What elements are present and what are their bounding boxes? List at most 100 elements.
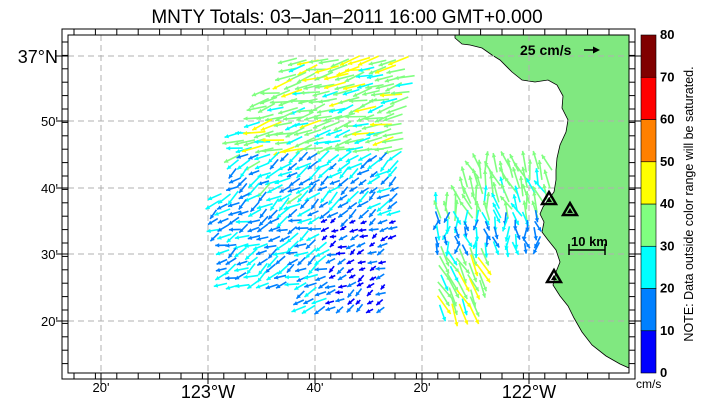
current-vector — [258, 215, 269, 227]
current-vector — [307, 255, 316, 266]
current-vector — [277, 170, 292, 177]
current-vector — [216, 203, 228, 210]
current-vector — [328, 198, 341, 212]
current-vector — [323, 114, 343, 123]
current-vector — [273, 132, 295, 137]
current-vector — [457, 271, 470, 292]
current-vector — [376, 248, 385, 256]
current-vector — [234, 267, 249, 273]
current-vector — [215, 243, 228, 248]
current-vector — [335, 306, 344, 314]
current-vector — [260, 91, 280, 96]
colorbar-segment — [640, 34, 657, 78]
current-vector — [334, 147, 355, 152]
current-vector — [318, 97, 337, 104]
current-vector — [238, 223, 249, 234]
colorbar-tick: 60 — [660, 112, 674, 127]
current-vector — [315, 241, 328, 253]
current-vector — [354, 136, 371, 145]
current-vector — [324, 284, 336, 290]
distance-scale: 10 km — [568, 234, 608, 255]
current-vector — [462, 233, 473, 248]
current-vector — [478, 272, 488, 292]
current-vector — [443, 234, 448, 246]
current-vectors — [205, 55, 553, 327]
current-vector — [207, 217, 219, 226]
current-vector — [304, 136, 324, 144]
current-vector — [286, 232, 299, 244]
current-vector — [265, 168, 281, 180]
current-vector — [376, 104, 394, 114]
current-vector — [512, 194, 519, 212]
current-vector — [213, 282, 228, 288]
current-vector — [522, 200, 528, 221]
current-vector — [345, 243, 356, 250]
current-vector — [277, 193, 292, 203]
current-vector — [286, 135, 303, 145]
current-vector — [483, 185, 488, 203]
current-vector — [297, 217, 312, 224]
current-vector — [324, 139, 341, 145]
current-vector — [467, 274, 480, 292]
current-vector — [307, 216, 320, 225]
current-vector — [492, 202, 502, 219]
current-vector — [386, 210, 401, 217]
current-vector — [459, 200, 474, 219]
current-vector — [237, 210, 249, 216]
current-vector — [255, 282, 269, 289]
current-vector — [326, 211, 339, 219]
current-vector — [340, 186, 349, 196]
current-vector — [458, 176, 466, 195]
current-vector — [346, 259, 355, 265]
current-vector — [482, 200, 491, 221]
current-vector — [337, 201, 349, 209]
current-vector — [386, 105, 407, 114]
current-vector — [292, 299, 305, 306]
current-vector — [521, 150, 528, 173]
current-vector — [345, 146, 364, 153]
current-vector — [375, 83, 395, 90]
station-mid-icon — [560, 200, 580, 217]
current-vector — [295, 290, 305, 300]
current-vector — [206, 228, 221, 234]
current-vector — [247, 226, 260, 233]
current-vector — [380, 235, 389, 242]
current-vector — [320, 226, 330, 233]
current-vector — [326, 252, 337, 258]
current-vector — [455, 257, 471, 275]
current-vector — [286, 263, 295, 274]
current-vector — [433, 200, 442, 219]
colorbar-tick: 80 — [660, 27, 674, 42]
current-vector — [228, 168, 237, 180]
current-vector — [313, 305, 326, 316]
colorbar: 0 10 20 30 40 50 60 70 80 — [640, 27, 674, 380]
current-vector — [337, 104, 354, 114]
current-vector — [454, 226, 460, 239]
current-vector — [236, 159, 251, 170]
current-vector — [440, 245, 450, 267]
current-vector — [454, 199, 459, 222]
current-vector — [266, 255, 279, 269]
current-vector — [524, 191, 530, 210]
current-vector — [339, 166, 350, 180]
current-vector — [327, 63, 348, 73]
lat-label: 30' — [41, 247, 58, 262]
current-vector — [453, 242, 461, 255]
colorbar-segment — [640, 161, 657, 205]
current-vector — [347, 201, 358, 211]
current-vector — [308, 182, 317, 194]
current-vector — [312, 90, 330, 97]
current-vector — [370, 91, 391, 97]
current-vector — [303, 273, 319, 280]
lat-label: 20' — [41, 314, 58, 329]
current-vector — [358, 66, 375, 73]
current-vector — [293, 129, 313, 136]
current-vector — [304, 128, 322, 137]
current-vector — [367, 158, 381, 170]
current-vector — [308, 58, 329, 64]
current-vector — [284, 282, 300, 287]
current-vector — [328, 107, 346, 114]
current-vector — [267, 106, 284, 112]
current-vector — [307, 227, 322, 232]
current-vector — [483, 228, 492, 241]
